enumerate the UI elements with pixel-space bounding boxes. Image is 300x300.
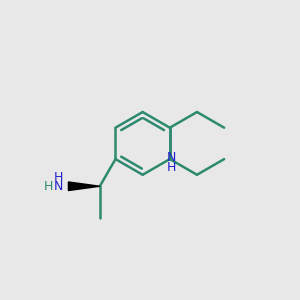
Polygon shape: [68, 182, 100, 190]
Text: H: H: [54, 172, 63, 184]
Text: N: N: [167, 151, 176, 164]
Text: H: H: [167, 161, 176, 174]
Text: H: H: [44, 180, 53, 193]
Text: N: N: [54, 180, 63, 193]
